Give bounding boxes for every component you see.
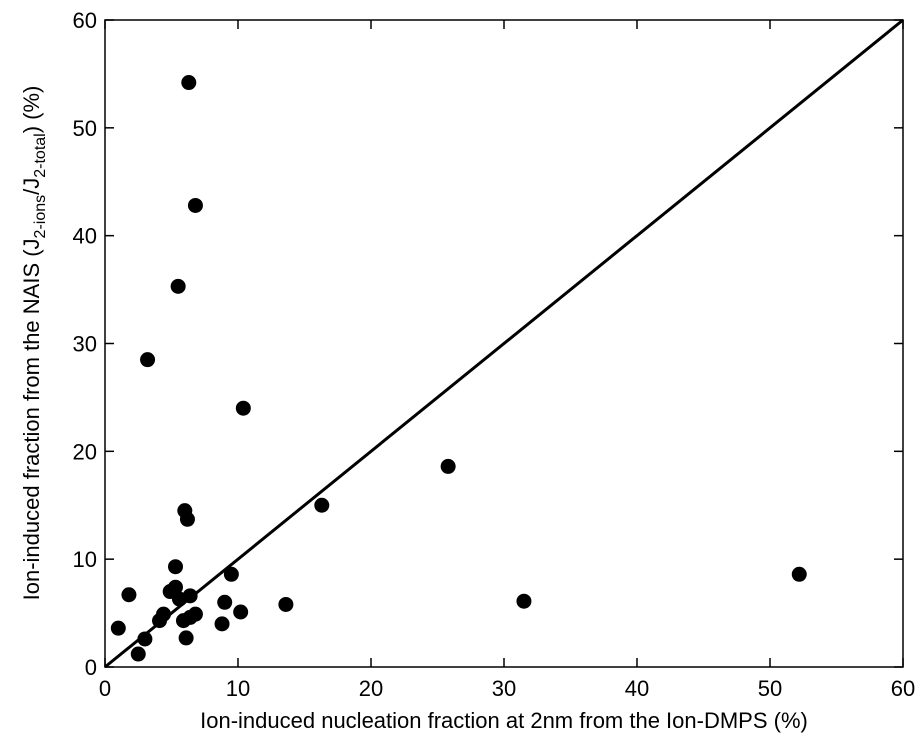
x-axis-label: Ion-induced nucleation fraction at 2nm f… [200,708,808,733]
y-tick-label: 50 [73,116,97,141]
data-point [130,646,146,662]
data-point [152,613,168,629]
data-point [178,630,194,646]
y-axis-label-sub1: 2-ions [32,195,49,239]
y-axis-label-suffix: ) (%) [19,86,44,134]
reference-line-1-to-1 [104,18,904,669]
data-point [170,278,186,294]
data-point [217,594,233,610]
data-point [140,352,156,368]
data-point [110,620,126,636]
data-point [179,511,195,527]
data-point [167,559,183,575]
x-tick-label: 40 [625,676,649,701]
data-point [175,613,191,629]
x-tick-label: 0 [99,676,111,701]
x-tick-label: 30 [492,676,516,701]
x-tick-label: 10 [226,676,250,701]
x-tick-label: 60 [891,676,915,701]
data-point [181,75,197,91]
x-tick-label: 50 [758,676,782,701]
data-point [314,497,330,513]
y-axis-label-prefix: Ion-induced fraction from the NAIS (J [19,238,44,600]
data-point [516,593,532,609]
data-point [223,566,239,582]
y-axis-label-mid: /J [19,178,44,195]
data-points [110,75,807,662]
data-point [235,400,251,416]
y-tick-label: 60 [73,8,97,33]
data-point [214,616,230,632]
data-point [278,596,294,612]
y-tick-label: 0 [85,655,97,680]
y-tick-label: 10 [73,547,97,572]
data-point [137,631,153,647]
data-point [171,591,187,607]
y-axis-label-sub2: 2-total [32,133,49,177]
data-point [187,197,203,213]
data-point [233,604,249,620]
y-tick-label: 30 [73,332,97,357]
data-point [121,587,137,603]
axis-tick-labels: 0 10 20 30 40 50 60 0 10 20 30 40 50 60 [73,8,916,701]
data-point [791,566,807,582]
y-tick-label: 40 [73,224,97,249]
y-axis-label: Ion-induced fraction from the NAIS (J2-i… [19,86,49,601]
x-tick-label: 20 [359,676,383,701]
y-tick-label: 20 [73,439,97,464]
data-point [440,458,456,474]
